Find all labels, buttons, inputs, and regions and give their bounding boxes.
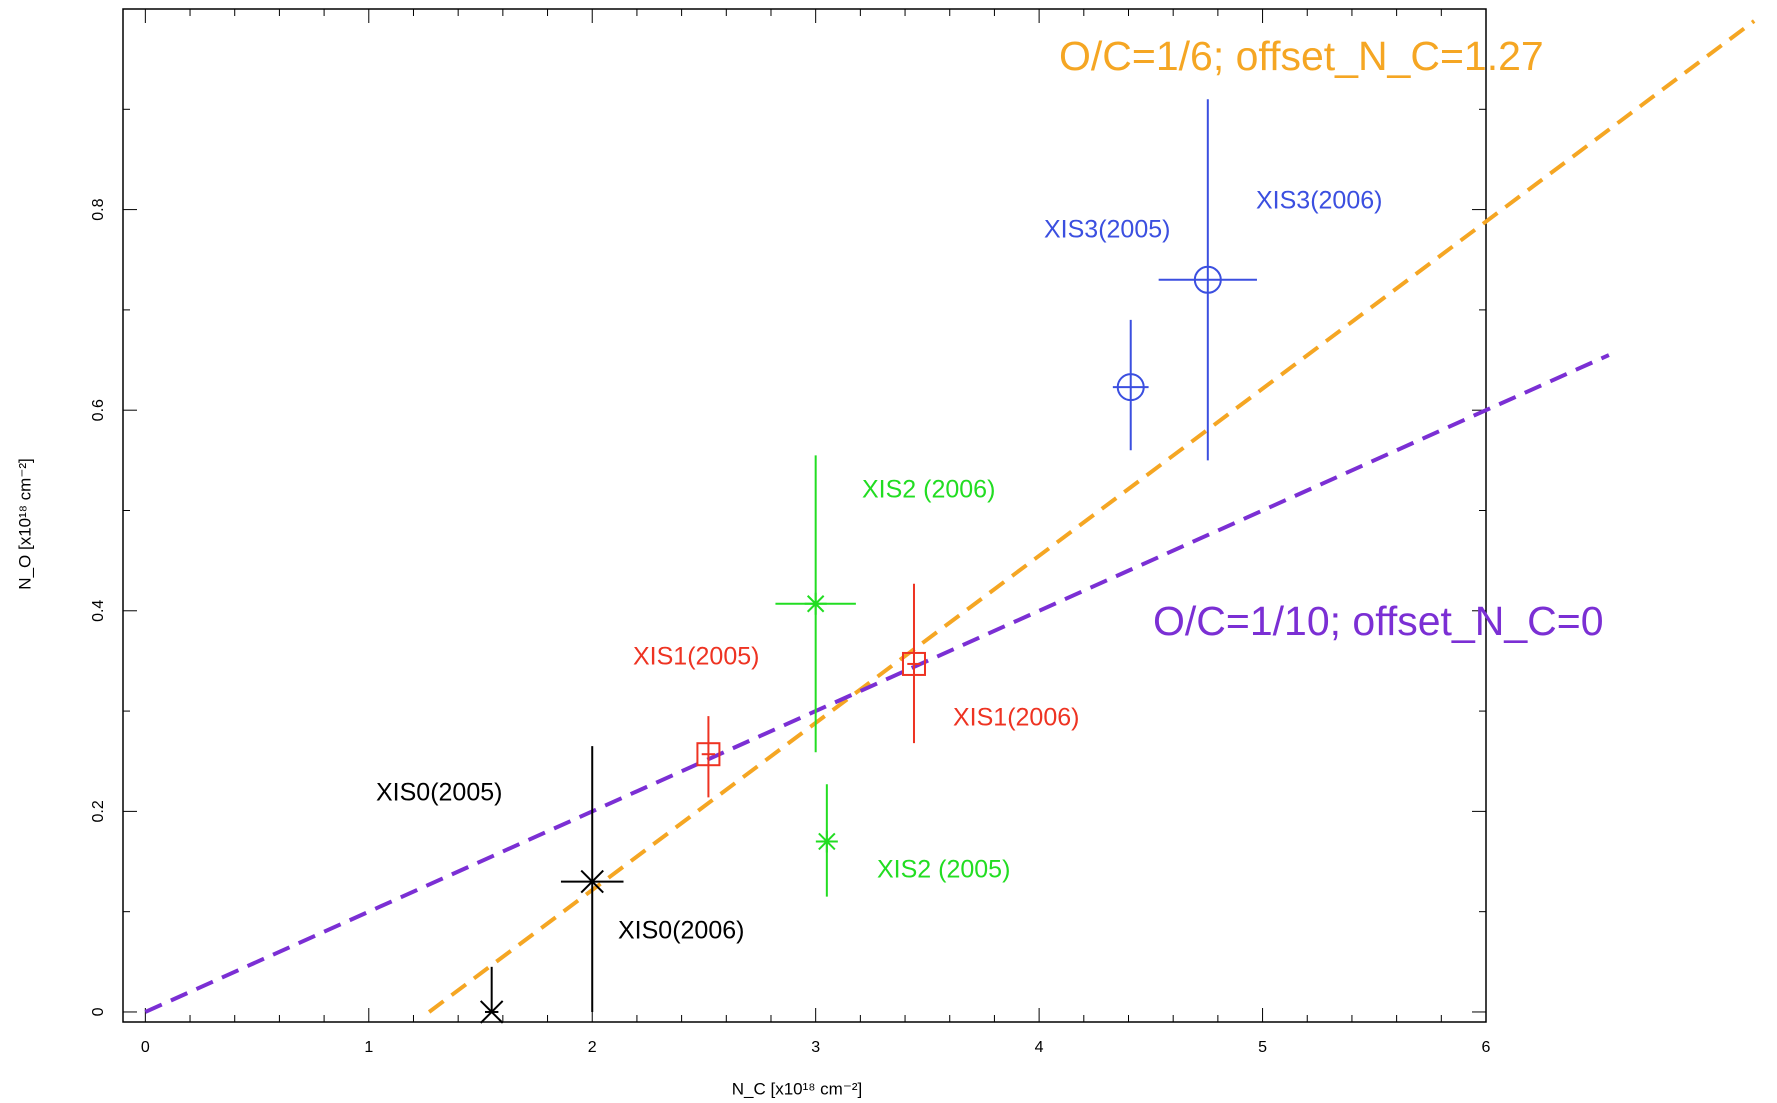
fit-line (144, 353, 1610, 1014)
y-tick-label: 0 (90, 1007, 107, 1016)
x-tick-label: 5 (1258, 1039, 1267, 1056)
fit-line (427, 19, 1756, 1014)
point (1116, 373, 1145, 402)
point-label: XIS3(2006) (1256, 187, 1382, 215)
point (804, 592, 827, 615)
point (815, 830, 838, 853)
plot-frame (122, 8, 1487, 1023)
line-label: O/C=1/10; offset_N_C=0 (1153, 598, 1604, 644)
y-tick-label: 0.4 (90, 600, 107, 622)
x-tick-label: 2 (588, 1039, 597, 1056)
x-tick-label: 0 (141, 1039, 150, 1056)
line-label: O/C=1/6; offset_N_C=1.27 (1059, 33, 1544, 79)
point (696, 742, 721, 767)
point (580, 869, 604, 894)
point-label: XIS2 (2006) (862, 476, 995, 504)
y-tick-label: 0.2 (90, 800, 107, 822)
x-tick-label: 4 (1035, 1039, 1044, 1056)
point-label: XIS1(2006) (953, 704, 1079, 732)
y-axis-label: N_O [x10¹⁸ cm⁻²] (15, 458, 34, 589)
point-label: XIS0(2006) (618, 917, 744, 945)
point (901, 651, 926, 676)
point-label: XIS3(2005) (1044, 216, 1170, 244)
point-label: XIS1(2005) (633, 643, 759, 671)
point (479, 1000, 504, 1024)
point-label: XIS0(2005) (376, 779, 502, 807)
x-tick-label: 6 (1482, 1039, 1491, 1056)
point (1193, 265, 1222, 294)
y-tick-label: 0.6 (90, 399, 107, 421)
point-label: XIS2 (2005) (877, 856, 1010, 884)
x-axis-label: N_C [x10¹⁸ cm⁻²] (732, 1079, 862, 1098)
x-tick-label: 1 (364, 1039, 373, 1056)
y-tick-label: 0.8 (90, 198, 107, 220)
x-tick-label: 3 (811, 1039, 820, 1056)
